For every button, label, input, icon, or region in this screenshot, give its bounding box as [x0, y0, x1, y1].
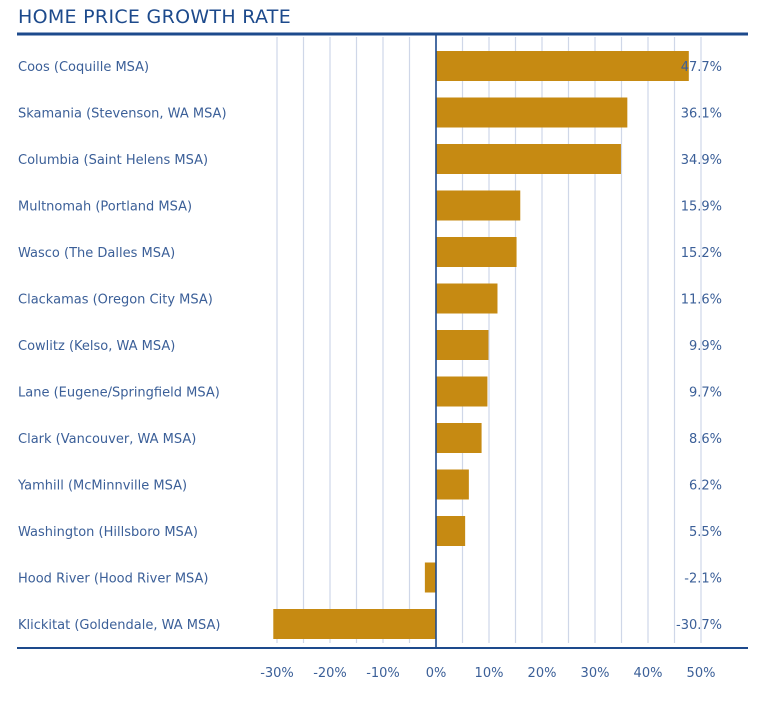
- value-labels: 47.7% 36.1% 34.9% 15.9% 15.2% 11.6% 9.9% 9.7% 8.…: [676, 60, 722, 633]
- category-label: Clark (Vancouver, WA MSA): [18, 432, 196, 447]
- bar: [436, 51, 689, 81]
- gridlines: [276, 37, 702, 643]
- bar: [436, 516, 466, 546]
- bar: [436, 423, 482, 453]
- bar: [436, 283, 498, 314]
- bar: [273, 609, 436, 639]
- category-label: Skamania (Stevenson, WA MSA): [18, 107, 227, 122]
- value-label: 34.9%: [681, 153, 722, 168]
- x-tick-label: 20%: [528, 666, 557, 681]
- category-label: Cowlitz (Kelso, WA MSA): [18, 339, 175, 354]
- value-label: 9.7%: [689, 386, 722, 401]
- category-label: Hood River (Hood River MSA): [18, 572, 209, 587]
- value-label: -30.7%: [676, 618, 722, 633]
- chart-title: HOME PRICE GROWTH RATE: [18, 6, 292, 28]
- category-label: Coos (Coquille MSA): [18, 60, 149, 75]
- value-label: 11.6%: [681, 293, 722, 308]
- bar: [436, 469, 469, 500]
- category-label: Yamhill (McMinnville MSA): [17, 479, 187, 494]
- x-tick-labels: -30% -20% -10% 0% 10% 20% 30% 40% 50%: [260, 666, 715, 681]
- value-label: 9.9%: [689, 339, 722, 354]
- bars: [273, 51, 689, 639]
- category-label: Columbia (Saint Helens MSA): [18, 153, 208, 168]
- bar: [436, 97, 628, 128]
- x-tick-label: -30%: [260, 666, 294, 681]
- value-label: 5.5%: [689, 525, 722, 540]
- x-tick-label: 50%: [687, 666, 716, 681]
- bar: [424, 562, 436, 593]
- bar: [436, 144, 621, 174]
- x-tick-label: 30%: [581, 666, 610, 681]
- category-label: Multnomah (Portland MSA): [18, 200, 192, 215]
- value-label: -2.1%: [684, 572, 722, 587]
- x-tick-label: 0%: [426, 666, 447, 681]
- value-label: 6.2%: [689, 479, 722, 494]
- value-label: 36.1%: [681, 107, 722, 122]
- bar: [436, 190, 521, 221]
- category-label: Washington (Hillsboro MSA): [18, 525, 198, 540]
- x-tick-label: 10%: [475, 666, 504, 681]
- category-label: Klickitat (Goldendale, WA MSA): [18, 618, 220, 633]
- bar: [436, 330, 489, 360]
- category-label: Clackamas (Oregon City MSA): [18, 293, 213, 308]
- bar: [436, 376, 488, 407]
- bar: [436, 237, 517, 267]
- x-tick-label: 40%: [634, 666, 663, 681]
- axes: [17, 32, 748, 649]
- value-label: 8.6%: [689, 432, 722, 447]
- x-tick-label: -20%: [313, 666, 347, 681]
- value-label: 47.7%: [681, 60, 722, 75]
- value-label: 15.2%: [681, 246, 722, 261]
- category-label: Wasco (The Dalles MSA): [18, 246, 175, 261]
- category-label: Lane (Eugene/Springfield MSA): [18, 386, 220, 401]
- category-labels: Coos (Coquille MSA) Skamania (Stevenson, …: [17, 60, 227, 633]
- value-label: 15.9%: [681, 200, 722, 215]
- x-tick-label: -10%: [366, 666, 400, 681]
